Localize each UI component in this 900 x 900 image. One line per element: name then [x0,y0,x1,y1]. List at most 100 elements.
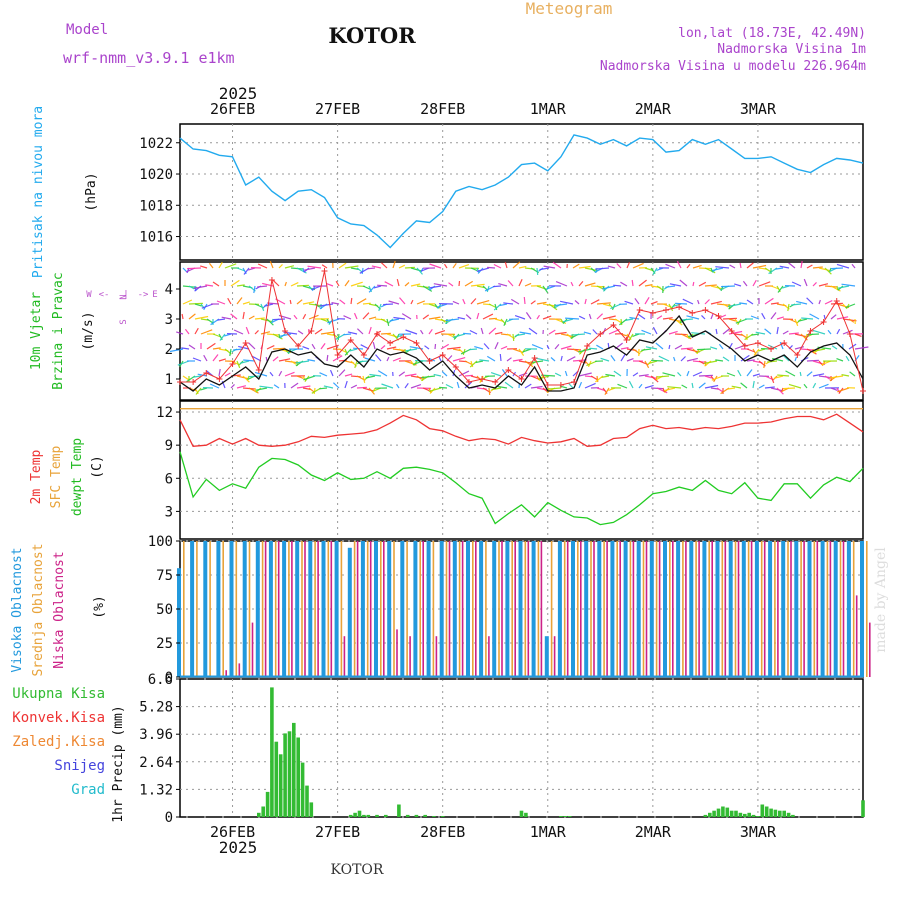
wind-barb [373,285,382,289]
wind-barb [475,360,484,364]
precip-bar [708,812,712,817]
wind-barb [386,356,390,362]
cloud-high-bar [689,541,694,677]
wind-barb [812,281,817,287]
wind-barb [739,262,742,269]
precip-bar [791,814,795,817]
precip-unit: (mm) [111,705,126,736]
wind-barb [729,264,736,269]
wind-barb [212,333,222,338]
wind-barb [380,332,391,335]
cloud-low-bar [803,541,805,677]
pressure-line [179,134,864,249]
wind-barb [682,298,694,305]
wind-barb [392,357,402,362]
temp-unit: (C) [90,455,105,478]
cloud-ylabel-1: Visoka Oblacnost [10,547,25,672]
wind-barb [564,370,568,377]
y-tick-label: 0 [165,810,173,826]
wind-barb [203,354,208,362]
cloud-mid-bar [629,541,632,677]
wind-barb [224,372,231,377]
wind-barb [712,267,724,272]
wind-barb [554,331,567,335]
wind-barb [634,298,640,305]
wind-barb [715,328,718,335]
y-tick-label: 6.6 [148,672,173,688]
precip-bar [861,800,865,817]
gust-marker [662,307,669,313]
wind-barb [624,300,634,305]
wind-barb [188,285,195,290]
wind-barb [584,298,587,305]
cloud-mid-bar [603,541,605,677]
wind-barb [638,383,643,389]
wind-barb [506,357,512,362]
wind-barb [752,279,757,287]
wind-barb [584,282,596,287]
wind-barb [629,316,640,320]
wind-barb [338,348,347,353]
cloud-mid-bar [682,541,684,677]
wind-barb [218,261,223,269]
cloud-mid-bar [261,541,264,677]
wind-barb [536,375,540,381]
wind-barb [273,384,280,389]
pressure-unit: (hPa) [84,172,99,211]
wind-barb [236,375,248,380]
wind-barb [386,346,397,350]
precip-bar [721,806,725,817]
wind-barb [296,385,311,389]
wind-barb [219,333,226,341]
cloud-mid-bar [577,541,579,677]
wind-barb [319,372,328,377]
cloud-mid-bar [419,541,421,677]
wind-barb [416,285,429,289]
wind-barb [488,317,497,320]
year-top: 2025 [219,84,258,103]
wind-barb [326,333,335,336]
cloud-mid-bar [301,541,303,677]
wind-barb [201,303,214,309]
wind-barb [290,382,299,389]
cloud-high-bar [846,541,851,677]
wind-barb [272,279,280,287]
wind-barb [452,262,457,269]
gust-marker [426,358,433,364]
wind-barb [229,348,232,357]
wind-barb [750,315,760,320]
cloud-high-bar [623,541,628,677]
wind-barb [326,354,329,362]
wind-barb [812,382,817,389]
wind-barb [218,368,221,377]
wind-barb [498,283,508,287]
cloud-mid-bar [813,541,816,677]
wind-barb [469,348,478,351]
precip-bar [734,810,738,817]
wind-barb [596,302,611,305]
compass-west: W [86,290,92,300]
cloud-high-bar [768,541,773,677]
model-elevation-label: Nadmorska Visina u modelu 226.964m [600,59,866,74]
wind-barb [782,330,789,335]
wind-barb [302,301,315,305]
wind-barb [452,300,460,305]
cloud-ylabel-2: Srednja Oblacnost [31,543,46,676]
wind-barb [308,314,319,320]
wind-barb [320,318,328,322]
compass-rose: N S W <- | -> E [86,290,157,325]
wind-barb [389,318,400,322]
wind-barb [458,280,461,287]
wind-barb [302,346,310,350]
cloud-unit: (%) [92,595,107,618]
cloud-high-bar [492,541,497,677]
wind-barb [761,312,766,320]
precip-legend-item: Ukupna Kisa [12,686,105,702]
wind-barb [548,329,556,335]
cloud-mid-bar [458,541,461,677]
wind-barb [680,356,686,362]
x-tick-label: 3MAR [740,823,777,841]
wind-barb [193,285,208,290]
precip-bar [440,816,445,817]
wind-barb [278,370,283,377]
